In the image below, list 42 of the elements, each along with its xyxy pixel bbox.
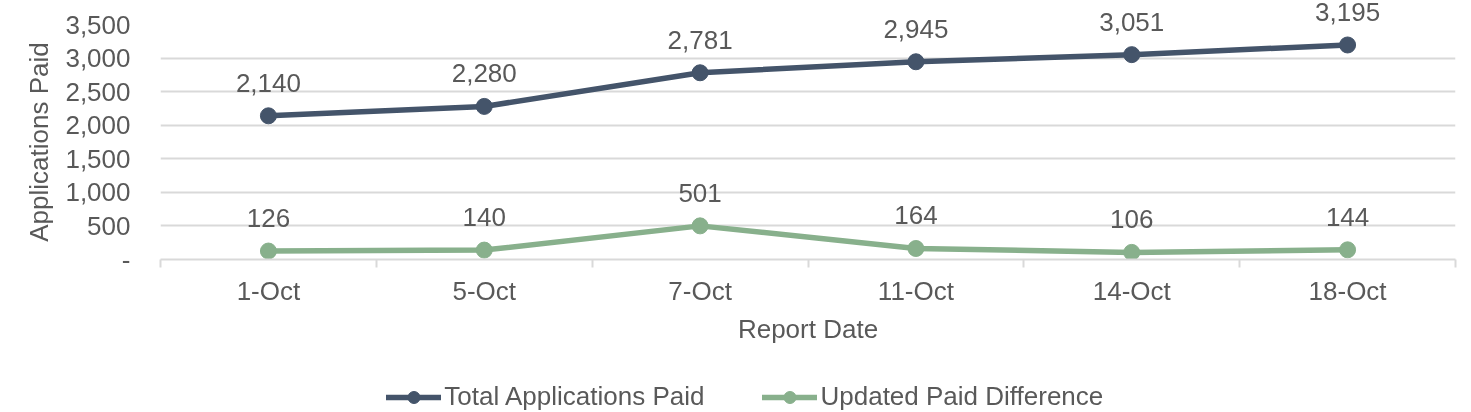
point: [907, 53, 925, 71]
point: [691, 217, 709, 235]
data-label: 501: [678, 177, 722, 208]
data-label: 3,051: [1099, 6, 1165, 37]
point: [259, 107, 277, 125]
data-label: 106: [1110, 204, 1154, 235]
y-tick-label: 1,500: [65, 143, 131, 174]
data-label: 2,140: [235, 67, 301, 98]
legend-label: Updated Paid Difference: [820, 381, 1104, 412]
y-axis-title: Applications Paid: [24, 42, 55, 242]
y-tick-label: 500: [87, 210, 131, 241]
y-tick-label: 3,000: [65, 43, 131, 74]
point: [907, 240, 925, 257]
y-tick-label: -: [121, 244, 131, 275]
x-tick-label: 7-Oct: [668, 275, 733, 306]
y-tick-label: 1,000: [65, 177, 131, 208]
x-tick-label: 1-Oct: [236, 275, 301, 306]
point: [1339, 36, 1357, 54]
data-label: 2,280: [451, 58, 517, 89]
point: [475, 97, 493, 115]
data-label: 126: [246, 203, 291, 234]
x-tick-label: 11-Oct: [877, 275, 955, 306]
point: [1339, 241, 1357, 259]
point: [475, 241, 493, 259]
x-tick-label: 18-Oct: [1308, 275, 1388, 306]
point: [691, 64, 709, 82]
point: [1123, 243, 1141, 260]
data-label: 144: [1325, 201, 1370, 232]
data-label: 3,195: [1315, 0, 1381, 27]
data-label: 164: [894, 200, 938, 231]
point: [1123, 46, 1141, 64]
legend-label: Total Applications Paid: [444, 381, 705, 412]
data-label: 2,781: [667, 24, 733, 55]
x-tick-label: 14-Oct: [1092, 275, 1172, 306]
point: [259, 242, 277, 260]
y-tick-label: 2,000: [65, 110, 131, 141]
x-tick-label: 5-Oct: [452, 275, 517, 306]
data-label: 2,945: [883, 13, 949, 44]
x-axis-title: Report Date: [737, 313, 879, 344]
y-tick-label: 2,500: [65, 76, 131, 107]
y-tick-label: 3,500: [65, 9, 131, 40]
data-label: 140: [462, 202, 506, 233]
